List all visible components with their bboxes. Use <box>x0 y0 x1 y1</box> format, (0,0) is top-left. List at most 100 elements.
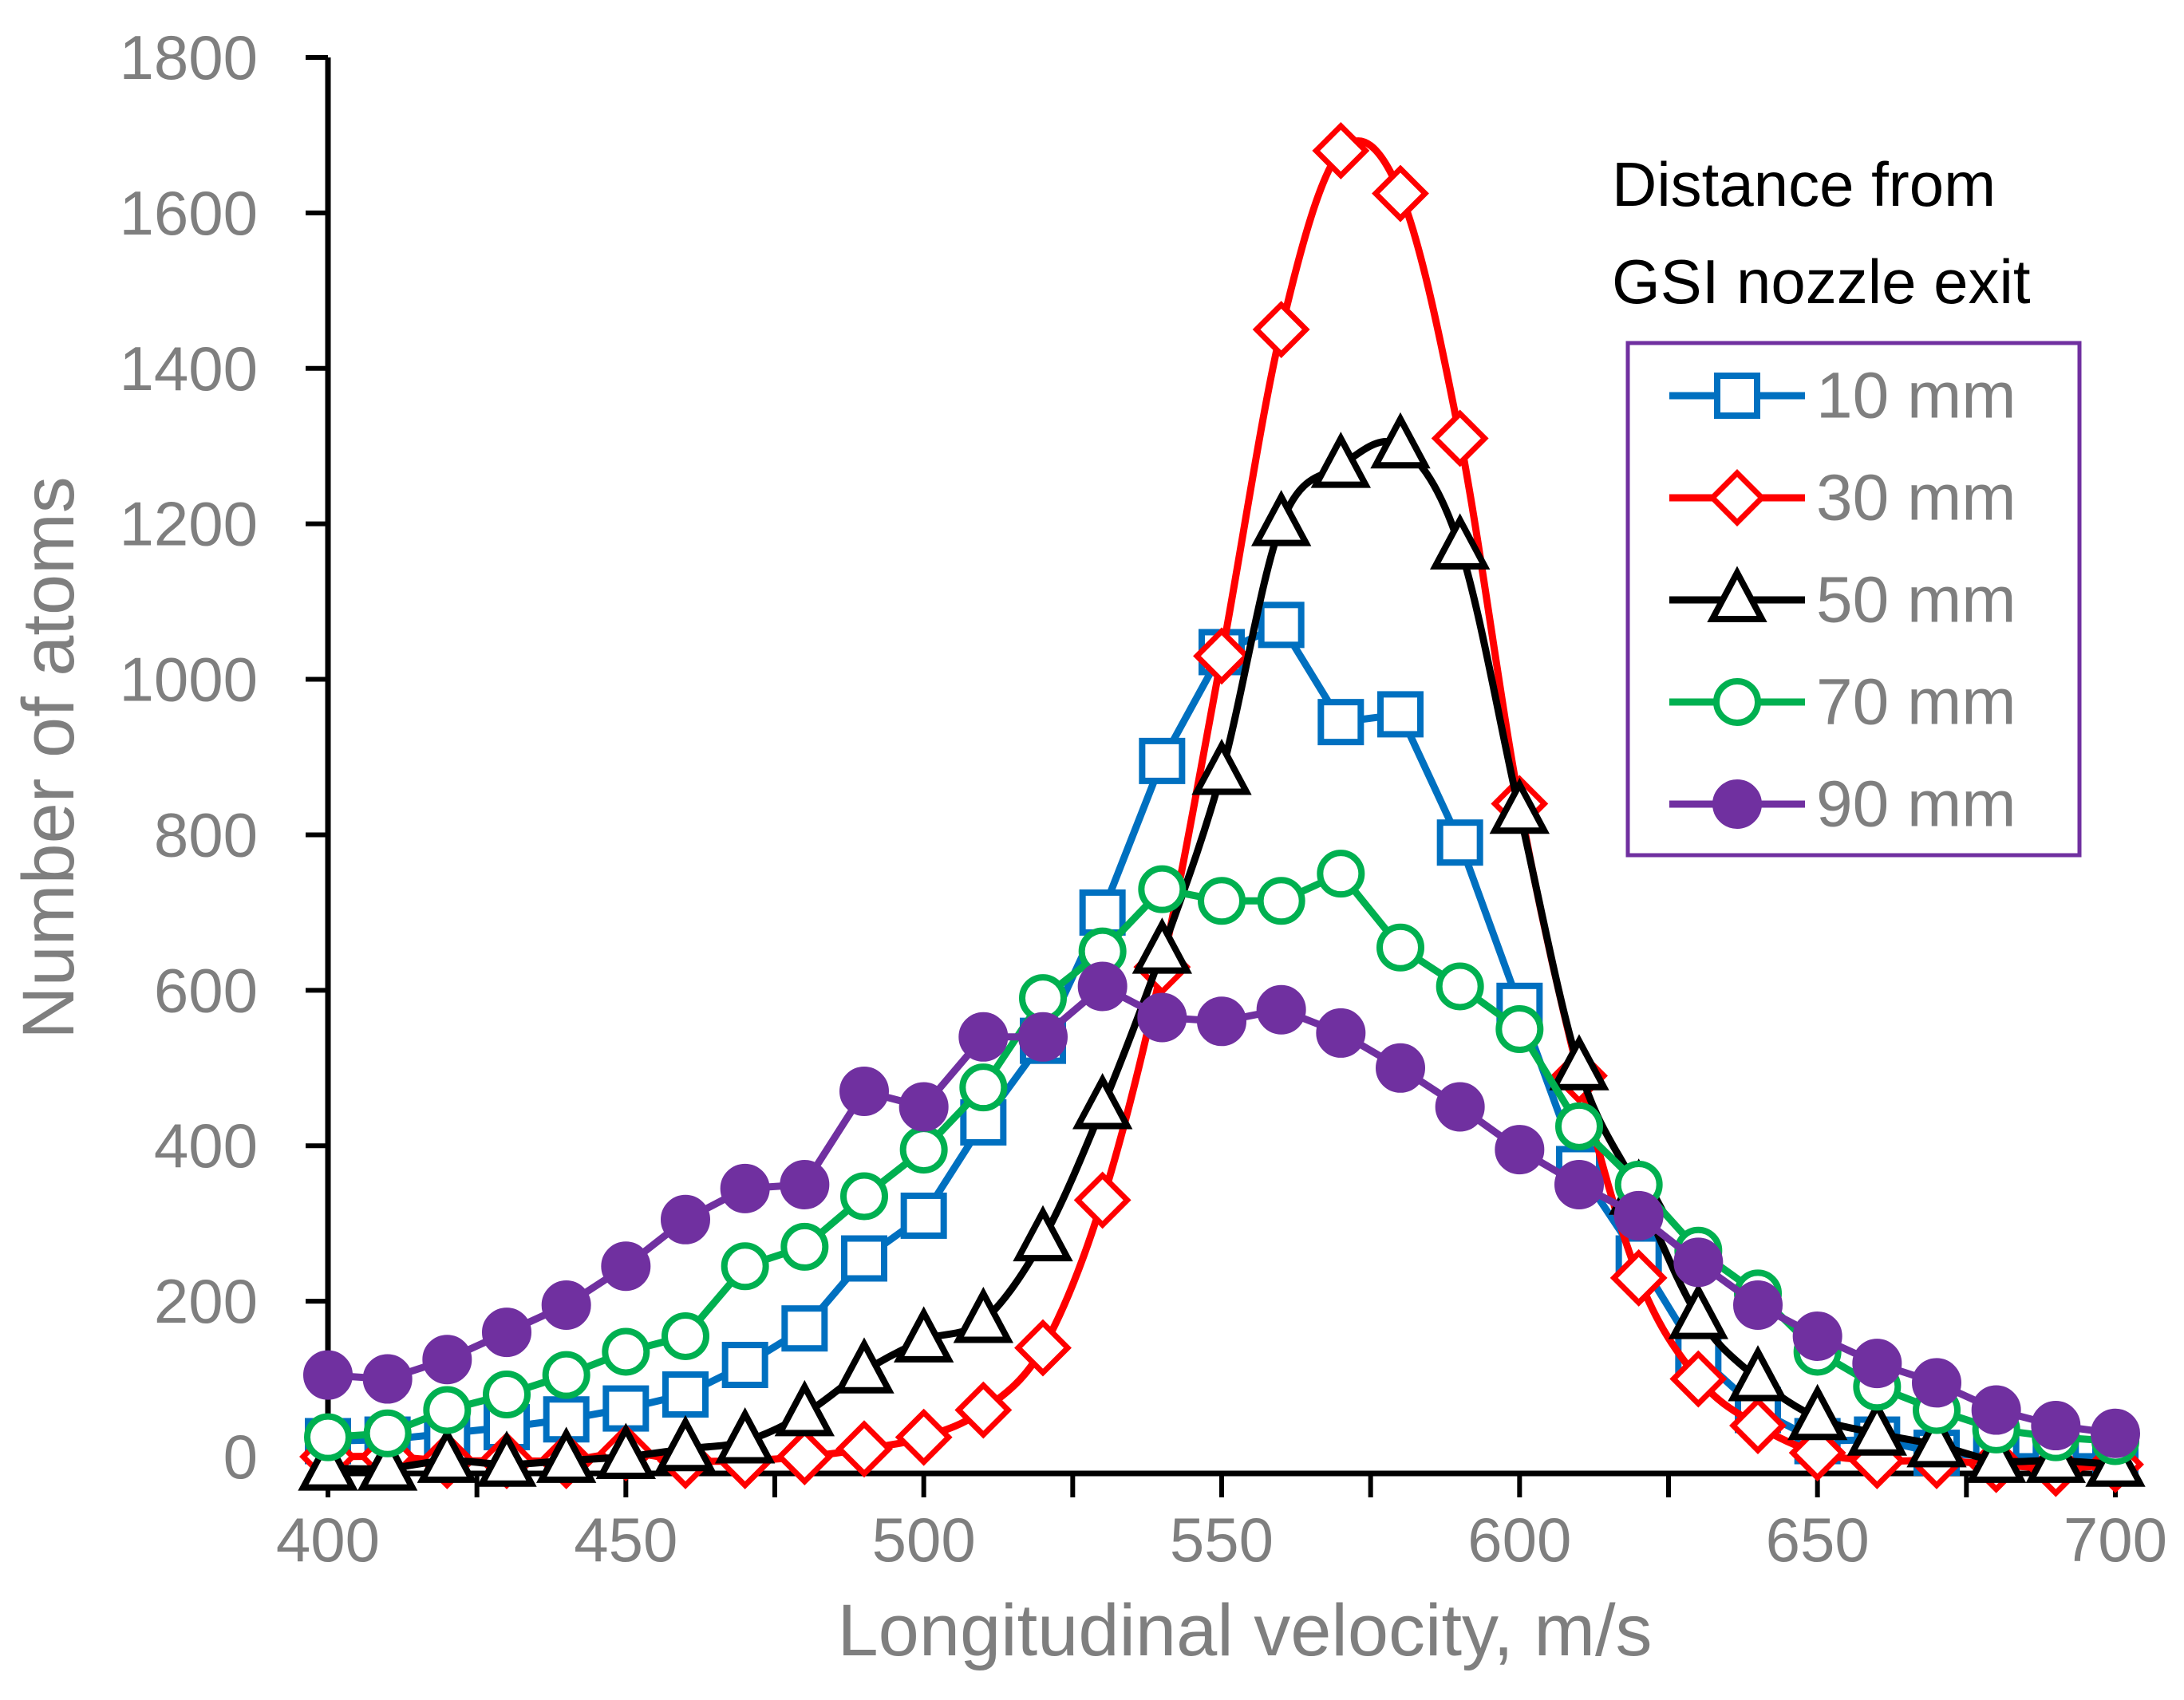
data-point <box>1073 1171 1131 1229</box>
data-point <box>721 1342 768 1389</box>
data-point <box>1846 1399 1908 1456</box>
y-tick-label: 1400 <box>119 333 258 404</box>
data-point <box>1668 1283 1729 1339</box>
data-point <box>362 1354 413 1404</box>
data-point <box>1673 1237 1724 1288</box>
x-tick-label: 400 <box>276 1505 380 1575</box>
legend-title-line2: GSI nozzle exit <box>1612 247 2031 317</box>
data-point <box>483 1371 531 1419</box>
y-tick-label: 1800 <box>119 22 258 93</box>
data-point <box>655 1414 716 1472</box>
legend: Distance from GSI nozzle exit 10 mm 30 mm 50… <box>1612 149 2082 858</box>
legend-label: 30 mm <box>1816 462 2016 534</box>
data-point <box>898 1082 949 1132</box>
data-point <box>1906 1410 1967 1468</box>
data-point <box>298 1434 358 1491</box>
data-point <box>953 1286 1014 1343</box>
data-point <box>1436 962 1484 1011</box>
data-point <box>476 1430 537 1487</box>
data-point <box>1257 877 1305 925</box>
data-point <box>303 1350 353 1400</box>
data-point <box>1435 1082 1485 1132</box>
data-point <box>1436 819 1483 866</box>
data-point <box>363 1409 412 1457</box>
legend-marker <box>1713 678 1761 726</box>
series-line <box>324 870 2119 1445</box>
data-point <box>1250 490 1312 546</box>
y-tick-label: 200 <box>154 1266 258 1336</box>
y-axis-title: Number of atoms <box>8 476 89 1039</box>
data-point <box>1729 1397 1787 1454</box>
data-point <box>1077 961 1128 1012</box>
data-point <box>602 1385 650 1432</box>
data-point <box>1669 1350 1728 1408</box>
data-point <box>1971 1385 2021 1435</box>
data-point <box>1376 1043 1425 1093</box>
y-tick-label: 800 <box>154 799 258 870</box>
data-point <box>662 1311 709 1360</box>
series-50-mm <box>298 412 2146 1491</box>
data-point <box>602 1327 650 1376</box>
legend-label: 70 mm <box>1816 666 2016 739</box>
data-point <box>1131 917 1193 974</box>
data-point <box>721 1242 769 1291</box>
data-point <box>1787 1383 1848 1441</box>
data-point <box>1013 1205 1073 1262</box>
data-point <box>482 1308 531 1358</box>
y-tick-label: 1000 <box>119 645 258 715</box>
data-point <box>304 1413 352 1461</box>
data-point <box>1609 1248 1668 1307</box>
data-point <box>2091 1408 2140 1458</box>
legend-item: 50 mm <box>1669 564 2016 637</box>
x-tick-label: 650 <box>1766 1505 1870 1575</box>
legend-item: 10 mm <box>1669 360 2016 432</box>
data-point <box>834 1337 895 1394</box>
legend-item: 90 mm <box>1669 768 2016 841</box>
data-point <box>720 1163 770 1213</box>
legend-marker <box>1708 469 1766 527</box>
data-point <box>1555 1102 1603 1150</box>
x-tick-label: 700 <box>2064 1505 2167 1575</box>
data-point <box>1310 432 1372 488</box>
data-point <box>840 1172 888 1221</box>
data-point <box>541 1280 591 1330</box>
data-point <box>774 1379 835 1437</box>
data-point <box>1549 1034 1609 1091</box>
data-point <box>1014 1319 1072 1377</box>
data-point <box>1312 121 1370 179</box>
data-point <box>1495 1125 1545 1175</box>
data-point <box>535 1426 597 1483</box>
data-point <box>781 1305 828 1352</box>
data-point <box>2031 1401 2081 1451</box>
data-point <box>662 1371 709 1418</box>
data-point <box>776 1428 834 1485</box>
data-point <box>780 1159 830 1209</box>
legend-item: 70 mm <box>1669 666 2016 739</box>
data-point <box>1079 889 1126 936</box>
y-tick-label: 1600 <box>119 178 258 248</box>
legend-label: 50 mm <box>1816 564 2016 637</box>
data-point <box>714 1407 776 1464</box>
data-point <box>1191 739 1252 795</box>
data-point <box>1072 1073 1133 1130</box>
data-point <box>954 1381 1013 1439</box>
y-tick-label: 0 <box>223 1422 258 1492</box>
legend-marker <box>1707 566 1767 622</box>
data-point <box>1018 1012 1068 1062</box>
data-point <box>1728 1345 1788 1402</box>
data-point <box>1431 409 1489 467</box>
data-point <box>893 1306 954 1363</box>
data-point <box>1256 984 1306 1035</box>
data-point <box>601 1241 651 1292</box>
data-point <box>1377 691 1424 738</box>
data-point <box>1554 1159 1604 1209</box>
data-point <box>1193 627 1250 685</box>
data-point <box>1489 777 1550 834</box>
x-tick-label: 600 <box>1467 1505 1571 1575</box>
data-point <box>1317 699 1365 746</box>
data-point <box>1370 412 1431 469</box>
data-point <box>1788 1424 1846 1482</box>
data-point <box>1198 877 1246 925</box>
